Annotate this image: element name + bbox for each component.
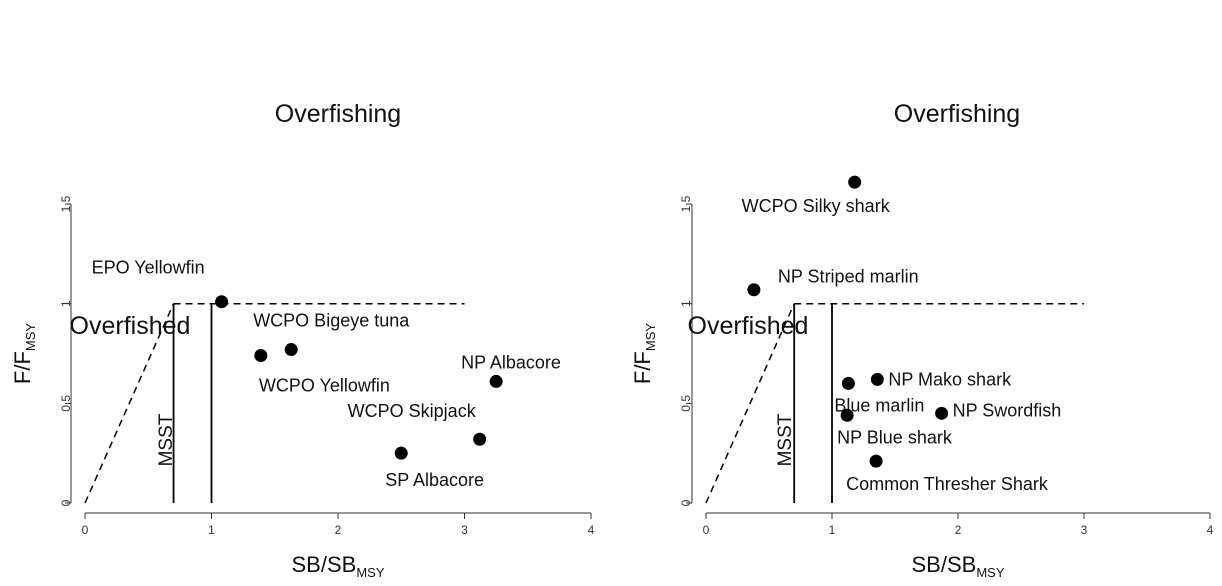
x-tick-label: 0 <box>703 523 710 537</box>
point-label: NP Mako shark <box>888 369 1012 389</box>
point-label: NP Albacore <box>461 352 561 372</box>
x-tick-label: 1 <box>829 523 836 537</box>
point-label: Blue marlin <box>834 395 924 415</box>
data-point <box>841 376 855 390</box>
y-tick-label: 1.5 <box>59 195 73 212</box>
data-point <box>489 374 503 388</box>
point-label: WCPO Bigeye tuna <box>253 311 410 331</box>
point-label: NP Blue shark <box>837 427 953 447</box>
data-point <box>284 343 298 357</box>
x-tick-label: 0 <box>82 523 89 537</box>
x-tick-label: 3 <box>461 523 468 537</box>
x-tick-label: 3 <box>1081 523 1088 537</box>
left-panel: 0 1 2 3 4 0 0.5 1 1.5 SB/SBMSY F/FMSY Overfishing Ov… <box>10 100 595 580</box>
point-label: NP Striped marlin <box>778 267 919 287</box>
data-point <box>935 406 949 420</box>
y-tick-label: 0.5 <box>59 395 73 412</box>
overfished-region-label: Overfished <box>70 312 191 340</box>
msst-label: MSST <box>775 413 796 466</box>
data-point <box>848 175 862 189</box>
x-axis-title: SB/SBMSY <box>292 552 385 580</box>
y-tick-label: 0 <box>59 499 73 506</box>
y-tick-label: 0.5 <box>679 395 693 412</box>
y-tick-label: 1.5 <box>679 195 693 212</box>
overfished-limit-dashed-line <box>84 303 175 504</box>
msst-label: MSST <box>156 413 177 466</box>
y-axis-title: F/FMSY <box>630 323 658 385</box>
x-tick-label: 2 <box>335 523 342 537</box>
data-point <box>215 295 229 309</box>
overfished-region-label: Overfished <box>688 312 809 340</box>
data-point <box>394 446 408 460</box>
point-label: WCPO Skipjack <box>348 401 477 421</box>
y-tick-label: 0 <box>679 499 693 506</box>
y-tick-label: 1 <box>679 300 693 307</box>
overfishing-region-label: Overfishing <box>275 100 401 128</box>
x-tick-label: 1 <box>208 523 215 537</box>
x-tick-label: 2 <box>955 523 962 537</box>
data-point <box>870 372 884 386</box>
point-label: Common Thresher Shark <box>846 474 1049 494</box>
data-point <box>840 408 854 422</box>
x-tick-label: 4 <box>1207 523 1214 537</box>
point-label: WCPO Silky shark <box>742 196 891 216</box>
right-panel: 0 1 2 3 4 0 0.5 1 1.5 SB/SBMSY F/FMSY Overfishing Ov… <box>630 100 1214 580</box>
data-point <box>747 283 761 297</box>
data-point <box>254 349 268 363</box>
y-tick-label: 1 <box>59 300 73 307</box>
point-label: NP Swordfish <box>953 400 1062 420</box>
point-label: EPO Yellowfin <box>92 258 205 278</box>
overfished-limit-dashed-line <box>705 303 795 504</box>
data-point <box>869 454 883 468</box>
overfishing-region-label: Overfishing <box>894 100 1020 128</box>
point-label: SP Albacore <box>385 470 484 490</box>
x-tick-label: 4 <box>588 523 595 537</box>
x-axis-title: SB/SBMSY <box>912 552 1005 580</box>
point-label: WCPO Yellowfin <box>259 376 390 396</box>
data-point <box>473 432 487 446</box>
y-axis-title: F/FMSY <box>10 323 38 385</box>
